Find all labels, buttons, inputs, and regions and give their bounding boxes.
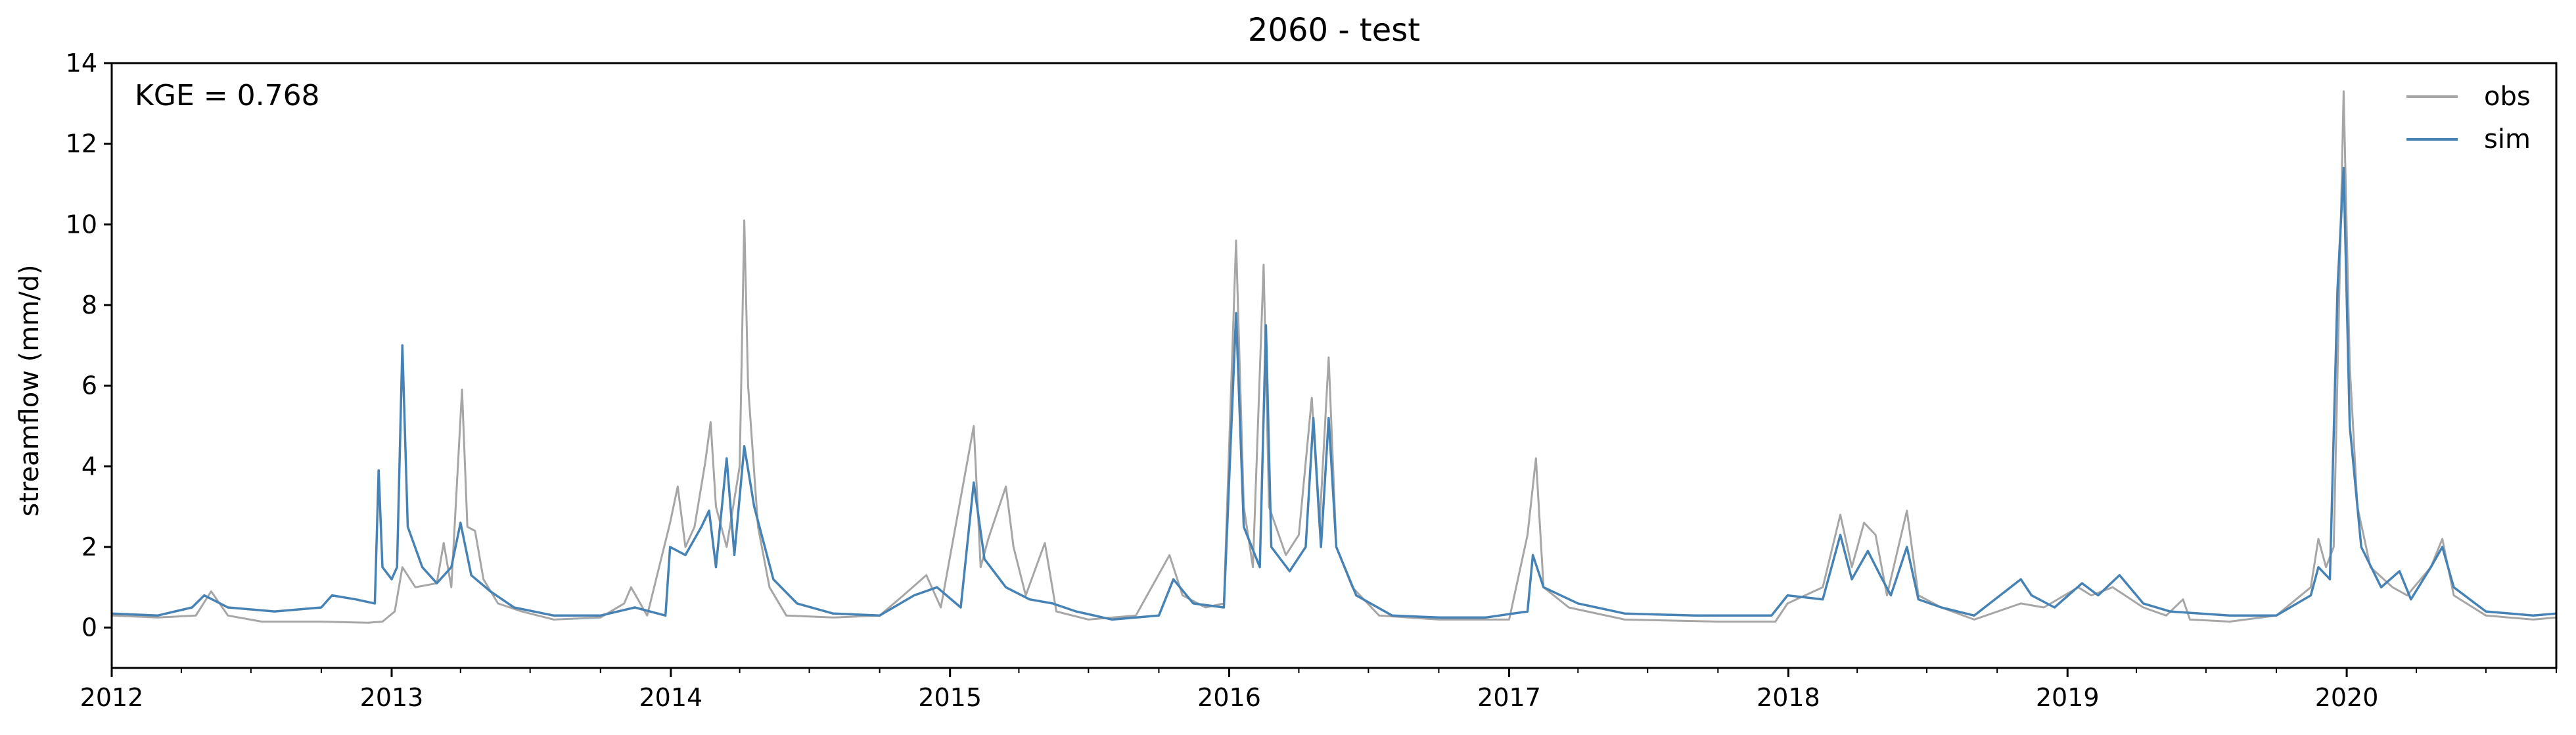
chart-title: 2060 - test — [1248, 12, 1420, 49]
y-tick-label: 6 — [81, 371, 97, 400]
y-axis-label: streamflow (mm/d) — [14, 264, 45, 516]
y-axis-ticks: 0 2 4 6 8 10 12 14 — [66, 49, 112, 642]
series-layer — [111, 90, 2557, 624]
y-tick-label: 2 — [81, 533, 97, 561]
series-line-sim — [111, 166, 2557, 621]
x-tick-label: 2015 — [918, 683, 982, 712]
legend: obs sim — [2406, 82, 2531, 154]
x-axis-ticks: 2012 2013 2014 2015 2016 2017 2018 2019 2020 — [80, 668, 2557, 712]
y-tick-label: 0 — [81, 613, 97, 642]
x-tick-label: 2017 — [1477, 683, 1541, 712]
y-tick-label: 8 — [81, 291, 97, 320]
x-tick-label: 2018 — [1757, 683, 1820, 712]
y-tick-label: 10 — [66, 210, 97, 239]
x-tick-label: 2012 — [80, 683, 144, 712]
legend-obs-label: obs — [2484, 82, 2531, 112]
y-tick-label: 4 — [81, 452, 97, 481]
kge-annotation: KGE = 0.768 — [135, 79, 320, 112]
x-tick-label: 2020 — [2315, 683, 2379, 712]
plot-area-frame — [110, 62, 2558, 669]
x-tick-label: 2016 — [1197, 683, 1261, 712]
series-line-obs — [111, 90, 2557, 624]
x-tick-label: 2019 — [2036, 683, 2100, 712]
y-tick-label: 12 — [66, 130, 97, 158]
x-tick-label: 2013 — [360, 683, 424, 712]
legend-sim-label: sim — [2484, 124, 2531, 154]
y-tick-label: 14 — [66, 49, 97, 78]
x-tick-label: 2014 — [639, 683, 702, 712]
